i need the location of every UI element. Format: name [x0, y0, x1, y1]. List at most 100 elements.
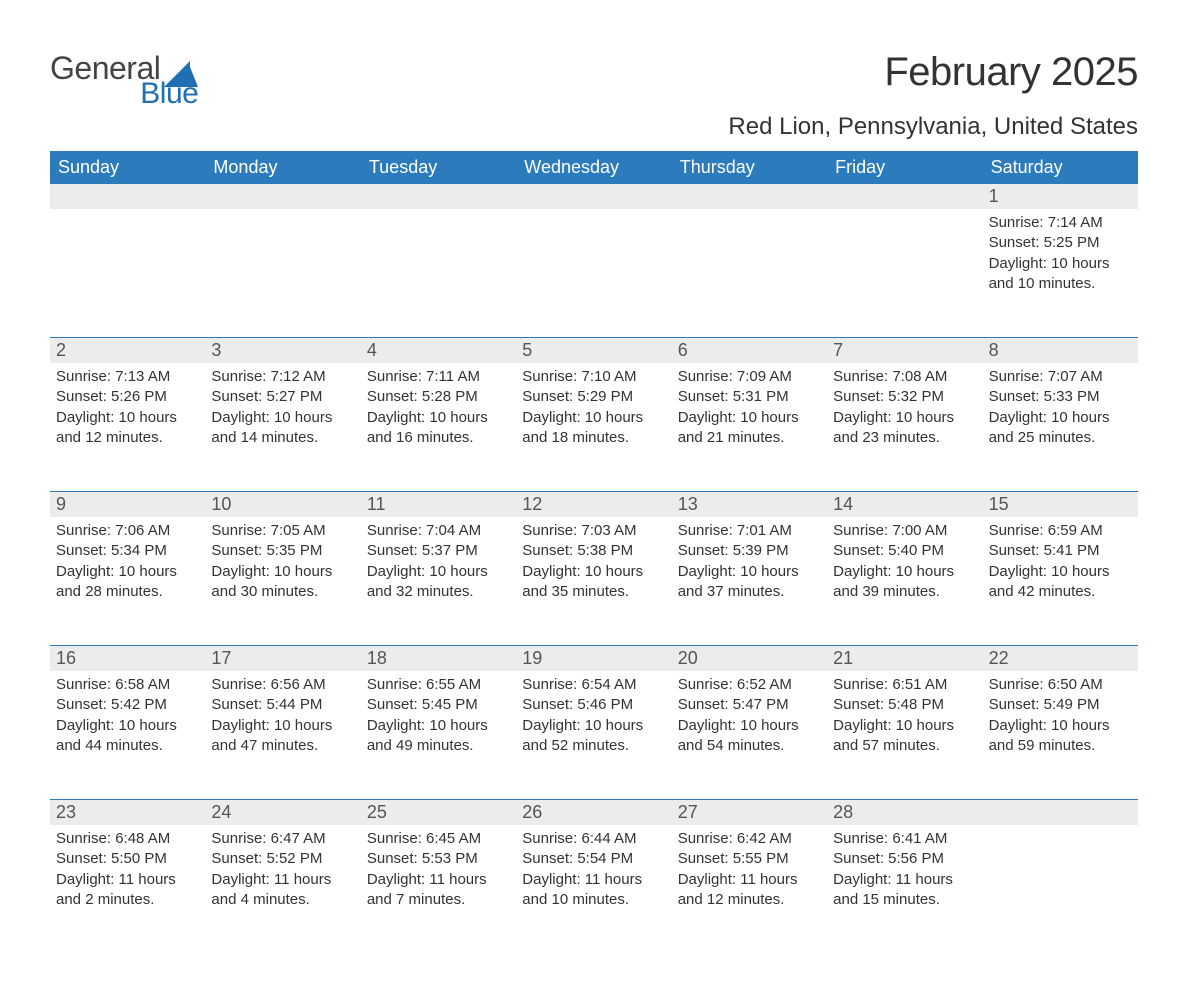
day-number: 4	[361, 338, 516, 363]
sunset-text: Sunset: 5:42 PM	[56, 695, 199, 715]
sunset-text: Sunset: 5:50 PM	[56, 849, 199, 869]
daylight-text: Daylight: 10 hours	[678, 562, 821, 582]
day-cell: Sunrise: 6:56 AMSunset: 5:44 PMDaylight:…	[205, 671, 360, 799]
day-number: 12	[516, 492, 671, 517]
day-cell: Sunrise: 6:54 AMSunset: 5:46 PMDaylight:…	[516, 671, 671, 799]
sunrise-text: Sunrise: 7:09 AM	[678, 367, 821, 387]
daylight-text: and 57 minutes.	[833, 736, 976, 756]
day-cell	[516, 209, 671, 337]
sunrise-text: Sunrise: 7:08 AM	[833, 367, 976, 387]
day-number: 7	[827, 338, 982, 363]
day-cell: Sunrise: 6:50 AMSunset: 5:49 PMDaylight:…	[983, 671, 1138, 799]
sunset-text: Sunset: 5:49 PM	[989, 695, 1132, 715]
day-cell: Sunrise: 7:11 AMSunset: 5:28 PMDaylight:…	[361, 363, 516, 491]
day-cell: Sunrise: 7:12 AMSunset: 5:27 PMDaylight:…	[205, 363, 360, 491]
logo: General Blue	[50, 50, 198, 111]
week-row: Sunrise: 7:13 AMSunset: 5:26 PMDaylight:…	[50, 363, 1138, 491]
day-number: 1	[983, 184, 1138, 209]
sunrise-text: Sunrise: 6:55 AM	[367, 675, 510, 695]
day-number	[50, 184, 205, 209]
sunset-text: Sunset: 5:28 PM	[367, 387, 510, 407]
day-number	[516, 184, 671, 209]
daylight-text: and 35 minutes.	[522, 582, 665, 602]
title-block: February 2025 Red Lion, Pennsylvania, Un…	[728, 50, 1138, 141]
daylight-text: and 39 minutes.	[833, 582, 976, 602]
daylight-text: Daylight: 10 hours	[56, 716, 199, 736]
daylight-text: and 30 minutes.	[211, 582, 354, 602]
sunrise-text: Sunrise: 6:54 AM	[522, 675, 665, 695]
day-number: 25	[361, 800, 516, 825]
sunset-text: Sunset: 5:32 PM	[833, 387, 976, 407]
page-header: General Blue February 2025 Red Lion, Pen…	[50, 50, 1138, 141]
weekday-header-row: Sunday Monday Tuesday Wednesday Thursday…	[50, 151, 1138, 184]
sunset-text: Sunset: 5:33 PM	[989, 387, 1132, 407]
daylight-text: and 44 minutes.	[56, 736, 199, 756]
calendar: Sunday Monday Tuesday Wednesday Thursday…	[50, 151, 1138, 953]
daylight-text: Daylight: 11 hours	[678, 870, 821, 890]
sunrise-text: Sunrise: 6:52 AM	[678, 675, 821, 695]
sunrise-text: Sunrise: 7:11 AM	[367, 367, 510, 387]
sunrise-text: Sunrise: 6:45 AM	[367, 829, 510, 849]
daylight-text: and 15 minutes.	[833, 890, 976, 910]
daylight-text: Daylight: 10 hours	[211, 716, 354, 736]
sunrise-text: Sunrise: 6:59 AM	[989, 521, 1132, 541]
day-cell: Sunrise: 7:13 AMSunset: 5:26 PMDaylight:…	[50, 363, 205, 491]
weekday-header: Thursday	[672, 151, 827, 184]
day-cell: Sunrise: 6:58 AMSunset: 5:42 PMDaylight:…	[50, 671, 205, 799]
sunset-text: Sunset: 5:56 PM	[833, 849, 976, 869]
daylight-text: and 37 minutes.	[678, 582, 821, 602]
weekday-header: Saturday	[983, 151, 1138, 184]
sunset-text: Sunset: 5:35 PM	[211, 541, 354, 561]
day-number: 3	[205, 338, 360, 363]
day-number: 20	[672, 646, 827, 671]
sunrise-text: Sunrise: 7:07 AM	[989, 367, 1132, 387]
day-number: 27	[672, 800, 827, 825]
daylight-text: and 42 minutes.	[989, 582, 1132, 602]
daylight-text: Daylight: 10 hours	[522, 562, 665, 582]
sunrise-text: Sunrise: 7:00 AM	[833, 521, 976, 541]
daylight-text: Daylight: 10 hours	[833, 408, 976, 428]
sunset-text: Sunset: 5:27 PM	[211, 387, 354, 407]
day-number: 13	[672, 492, 827, 517]
day-cell: Sunrise: 7:09 AMSunset: 5:31 PMDaylight:…	[672, 363, 827, 491]
day-cell	[672, 209, 827, 337]
day-cell: Sunrise: 7:14 AMSunset: 5:25 PMDaylight:…	[983, 209, 1138, 337]
day-cell	[827, 209, 982, 337]
daylight-text: Daylight: 10 hours	[367, 408, 510, 428]
daylight-text: Daylight: 10 hours	[367, 716, 510, 736]
sunrise-text: Sunrise: 6:41 AM	[833, 829, 976, 849]
day-cell: Sunrise: 6:52 AMSunset: 5:47 PMDaylight:…	[672, 671, 827, 799]
daylight-text: Daylight: 11 hours	[56, 870, 199, 890]
daylight-text: and 12 minutes.	[56, 428, 199, 448]
weekday-header: Sunday	[50, 151, 205, 184]
daylight-text: Daylight: 10 hours	[211, 562, 354, 582]
day-number: 17	[205, 646, 360, 671]
day-number-row: 232425262728	[50, 800, 1138, 825]
day-number	[827, 184, 982, 209]
sunrise-text: Sunrise: 6:48 AM	[56, 829, 199, 849]
daylight-text: Daylight: 10 hours	[833, 716, 976, 736]
sunset-text: Sunset: 5:34 PM	[56, 541, 199, 561]
day-number: 23	[50, 800, 205, 825]
daylight-text: and 49 minutes.	[367, 736, 510, 756]
day-number: 9	[50, 492, 205, 517]
day-cell: Sunrise: 7:01 AMSunset: 5:39 PMDaylight:…	[672, 517, 827, 645]
day-number: 2	[50, 338, 205, 363]
day-number: 22	[983, 646, 1138, 671]
daylight-text: Daylight: 10 hours	[56, 562, 199, 582]
day-cell: Sunrise: 6:48 AMSunset: 5:50 PMDaylight:…	[50, 825, 205, 953]
daylight-text: Daylight: 10 hours	[56, 408, 199, 428]
day-number	[983, 800, 1138, 825]
week-row: Sunrise: 6:58 AMSunset: 5:42 PMDaylight:…	[50, 671, 1138, 799]
day-cell: Sunrise: 7:06 AMSunset: 5:34 PMDaylight:…	[50, 517, 205, 645]
day-number	[361, 184, 516, 209]
day-number: 6	[672, 338, 827, 363]
day-cell: Sunrise: 7:00 AMSunset: 5:40 PMDaylight:…	[827, 517, 982, 645]
daylight-text: and 16 minutes.	[367, 428, 510, 448]
week-row: Sunrise: 7:06 AMSunset: 5:34 PMDaylight:…	[50, 517, 1138, 645]
sunset-text: Sunset: 5:46 PM	[522, 695, 665, 715]
day-number: 8	[983, 338, 1138, 363]
sunrise-text: Sunrise: 7:13 AM	[56, 367, 199, 387]
day-cell: Sunrise: 7:05 AMSunset: 5:35 PMDaylight:…	[205, 517, 360, 645]
sunset-text: Sunset: 5:44 PM	[211, 695, 354, 715]
